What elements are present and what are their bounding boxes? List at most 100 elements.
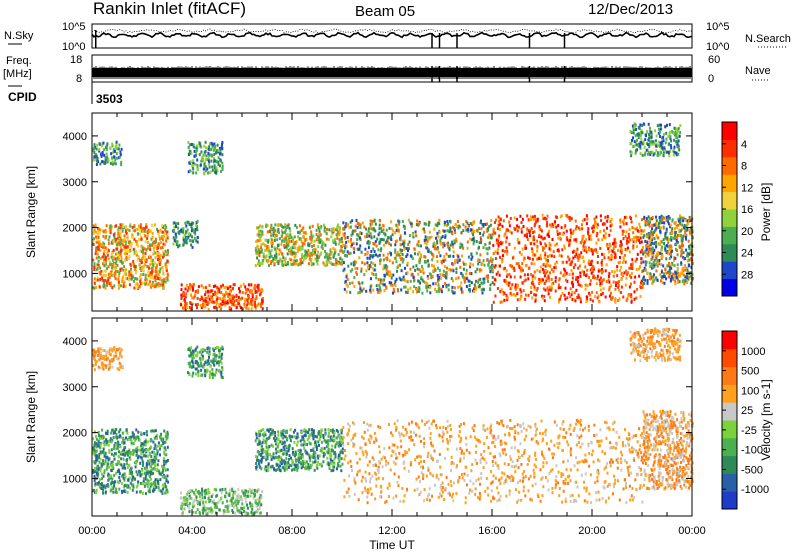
power-cell [100, 144, 103, 148]
power-cell [493, 282, 496, 286]
power-cell [210, 147, 213, 151]
power-cell [638, 135, 641, 139]
power-cell [383, 243, 385, 247]
power-cell [654, 139, 657, 143]
power-cell [420, 254, 422, 258]
power-cell [187, 232, 190, 236]
power-cell [629, 294, 632, 298]
power-cell [434, 268, 437, 272]
power-cell [608, 272, 611, 276]
power-cell [485, 274, 488, 278]
power-cell [559, 271, 562, 275]
velocity-cell [141, 472, 144, 476]
power-cell [418, 280, 421, 284]
power-cell [469, 237, 472, 241]
power-cell [213, 166, 216, 170]
power-cell [390, 276, 393, 280]
velocity-cell [96, 475, 99, 479]
power-cell [113, 284, 116, 288]
power-cell [159, 258, 162, 262]
power-cell [216, 286, 219, 290]
power-cell [161, 230, 164, 234]
power-cell [642, 277, 644, 281]
power-cell [621, 273, 624, 276]
velocity-cell [115, 471, 117, 475]
velocity-cell [95, 434, 97, 438]
power-cell [268, 229, 271, 233]
power-cell [651, 266, 653, 270]
power-cell [250, 288, 253, 292]
velocity-cell [93, 430, 96, 434]
power-cell [662, 238, 665, 242]
power-cell [541, 294, 544, 298]
power-cell [136, 277, 139, 281]
power-cell [668, 132, 671, 136]
power-cell [438, 218, 441, 222]
power-cell [221, 300, 224, 304]
power-cell [303, 242, 306, 246]
power-cell [180, 228, 183, 232]
power-cell [487, 279, 489, 283]
power-cell [543, 295, 546, 298]
power-cell [343, 287, 346, 291]
power-cell [371, 255, 374, 259]
power-cell [367, 242, 370, 246]
power-cell [650, 131, 653, 135]
power-cell [441, 273, 444, 277]
power-cell [472, 233, 475, 237]
power-cell [624, 247, 627, 251]
power-cell [234, 299, 237, 303]
power-cell [124, 276, 127, 280]
power-cell [577, 295, 580, 299]
power-cell [543, 246, 546, 250]
power-cell [425, 237, 428, 241]
power-cell [218, 290, 221, 294]
power-cell [577, 226, 580, 230]
power-cell [270, 232, 273, 236]
power-cell [437, 283, 440, 287]
power-cell [286, 225, 289, 229]
power-cell [395, 260, 398, 264]
power-cell [345, 275, 348, 279]
power-cell [389, 235, 392, 239]
power-cell [98, 243, 101, 247]
power-cell [93, 150, 96, 154]
power-cell [304, 238, 307, 242]
power-cell [399, 243, 402, 247]
power-cell [342, 221, 345, 225]
power-cell [649, 243, 652, 247]
power-cell [499, 228, 501, 232]
power-cell [480, 288, 483, 292]
power-cell [542, 217, 545, 221]
power-cell [683, 226, 686, 230]
power-cell [144, 279, 147, 282]
power-cell [208, 145, 211, 149]
power-cell [534, 293, 537, 297]
power-cell [186, 228, 189, 232]
power-cell [282, 225, 285, 229]
power-cell [659, 220, 662, 224]
power-cell [591, 230, 594, 234]
power-cell [640, 257, 643, 261]
power-cell [430, 275, 433, 279]
power-cell [102, 252, 105, 256]
power-cell [97, 227, 100, 231]
power-cell [372, 247, 375, 251]
power-cell [549, 271, 551, 275]
power-cell [411, 233, 414, 237]
power-cell [679, 124, 682, 128]
power-cell [458, 224, 461, 228]
power-cell [645, 134, 647, 138]
power-cell [668, 216, 671, 220]
power-cell [243, 304, 246, 308]
power-cell [327, 237, 330, 241]
power-cell [543, 236, 546, 240]
power-cell [691, 261, 694, 265]
power-cell [397, 219, 400, 223]
power-cell [542, 287, 545, 291]
power-cell [131, 236, 134, 239]
power-cell [286, 262, 289, 266]
power-cell [670, 238, 673, 242]
power-cell [107, 278, 110, 282]
power-cell [514, 283, 517, 287]
